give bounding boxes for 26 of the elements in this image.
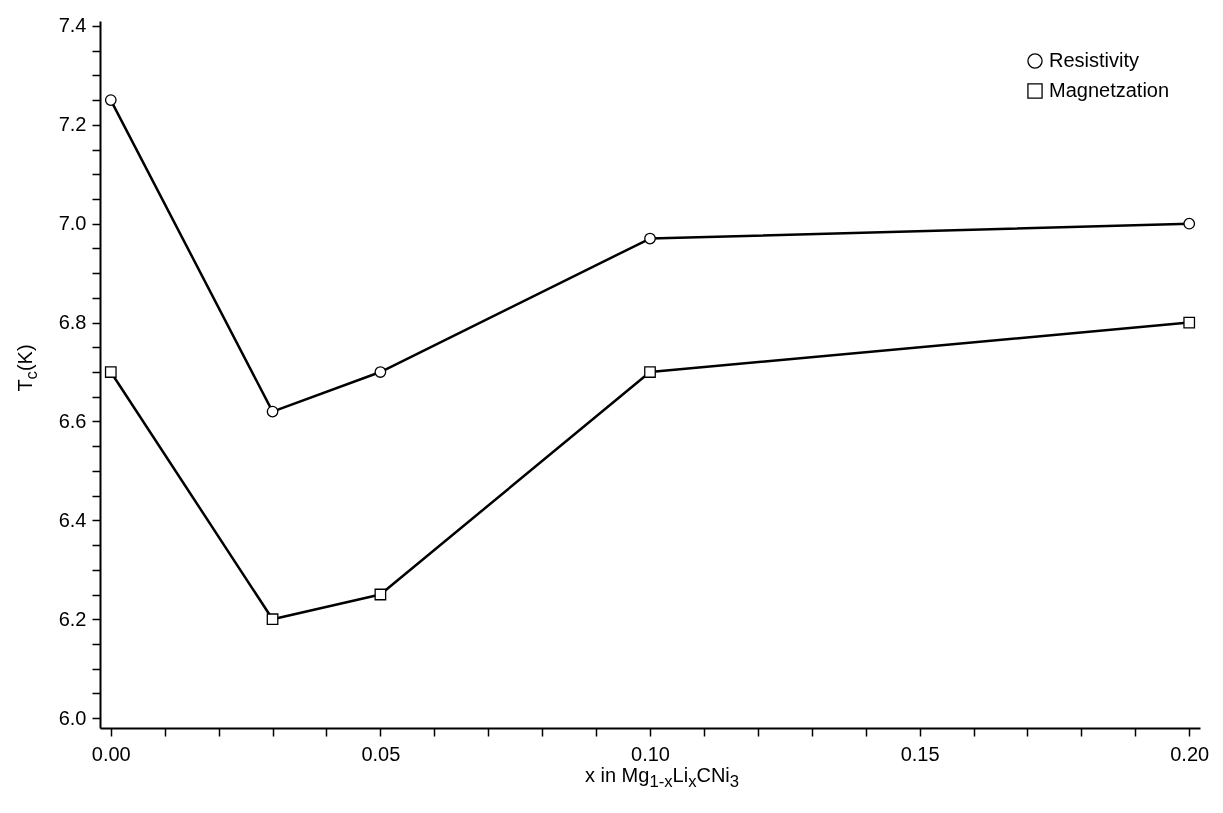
point [266,613,279,626]
y-tick-label: 7.4 [58,14,87,37]
x-tick-label: 0.10 [631,742,670,765]
point [374,588,387,601]
point [104,366,117,378]
x-tick-label: 0.05 [361,742,401,765]
x-tick-label: 0.15 [900,742,940,765]
y-tick-label: 6.6 [58,409,87,432]
x-axis-title: x in Mg$_{1-x}$Li$_{x}$CNi$_{3}$ [584,764,740,792]
y-tick-label: 7.0 [58,212,87,235]
point [644,366,656,378]
point [374,366,387,378]
legend-label: Resistivity [1049,49,1140,71]
y-tick-label: 7.2 [58,113,87,136]
y-tick-label: 6.2 [58,607,87,630]
y-tick-label: 6.8 [58,311,87,334]
point [266,405,279,418]
point [1183,316,1196,329]
point [104,94,117,106]
y-tick-label: 6.4 [58,508,87,531]
x-tick-label: 0.00 [91,742,131,765]
y-tick-label: 6.0 [58,706,87,729]
legend-label: Magnetzation [1049,79,1170,101]
x-tick-label: 0.20 [1170,742,1210,765]
point [1183,217,1196,230]
point [644,232,656,245]
